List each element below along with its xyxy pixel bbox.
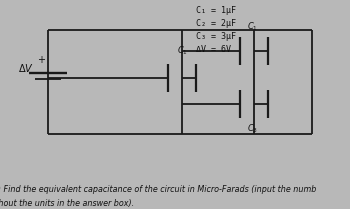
Text: $C_1$: $C_1$ xyxy=(247,20,258,33)
Text: C₁ = 1μF: C₁ = 1μF xyxy=(196,6,236,15)
Text: ithout the units in the answer box).: ithout the units in the answer box). xyxy=(0,199,134,208)
Text: C₃ = 3μF: C₃ = 3μF xyxy=(196,32,236,41)
Text: $C_1$: $C_1$ xyxy=(177,45,188,57)
Text: $\Delta V$: $\Delta V$ xyxy=(19,62,34,74)
Text: +: + xyxy=(37,55,45,65)
Text: a) Find the equivalent capacitance of the circuit in Micro-Farads (input the num: a) Find the equivalent capacitance of th… xyxy=(0,185,317,194)
Text: C₂ = 2μF: C₂ = 2μF xyxy=(196,19,236,28)
Text: $C_3$: $C_3$ xyxy=(247,122,258,135)
Text: ΔV = 6V: ΔV = 6V xyxy=(196,45,231,54)
